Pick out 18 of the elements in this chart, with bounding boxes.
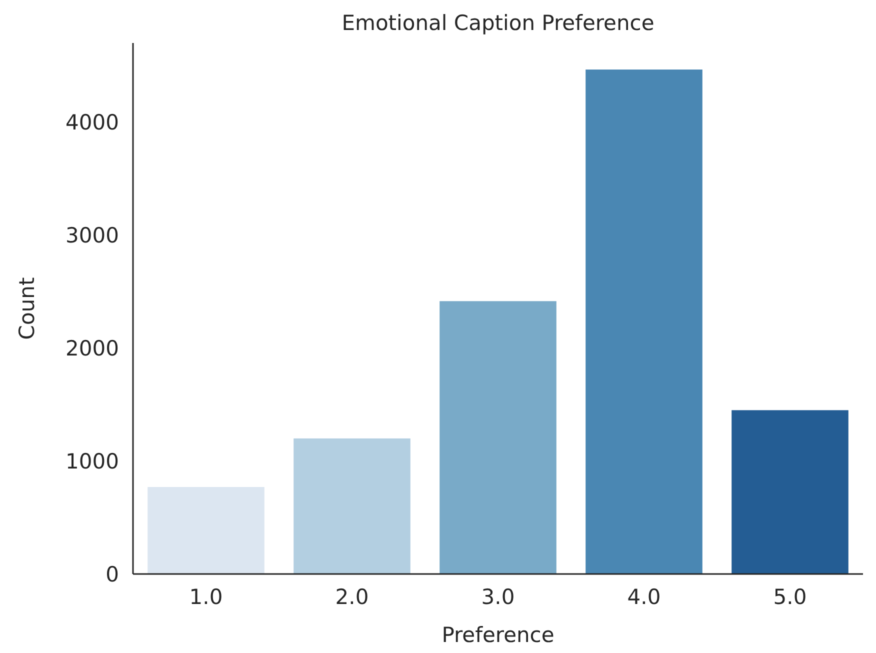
y-tick-label: 0 (106, 562, 119, 586)
x-tick-label: 2.0 (335, 585, 369, 609)
bar (732, 410, 848, 574)
x-tick-label: 4.0 (627, 585, 661, 609)
y-axis-title: Count (15, 277, 39, 340)
y-tick-label: 2000 (66, 336, 119, 360)
bar (148, 487, 264, 574)
x-tick-label: 1.0 (189, 585, 223, 609)
x-tick-label: 5.0 (773, 585, 807, 609)
y-tick-label: 1000 (66, 449, 119, 474)
x-tick-label: 3.0 (481, 585, 515, 609)
x-axis-title: Preference (442, 623, 554, 647)
chart-title: Emotional Caption Preference (342, 11, 654, 35)
bar (294, 438, 410, 574)
y-tick-label: 4000 (66, 110, 119, 134)
y-tick-label: 3000 (66, 223, 119, 248)
bar (440, 301, 556, 574)
bar (586, 70, 702, 574)
